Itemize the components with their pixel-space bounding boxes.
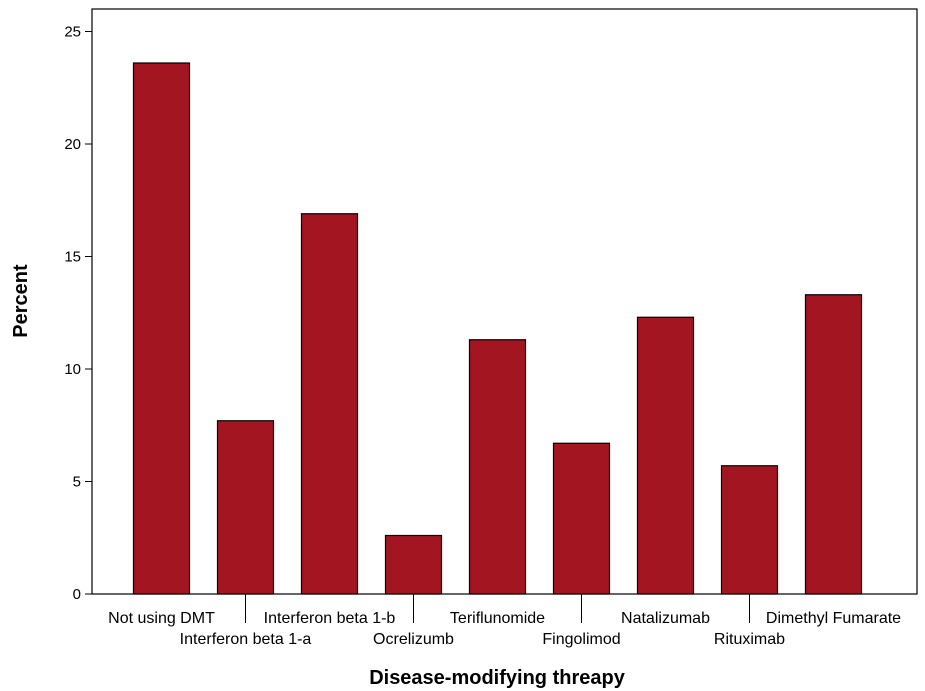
y-tick-label: 15 xyxy=(64,249,81,266)
bar xyxy=(552,442,611,595)
x-tick-label: Rituximab xyxy=(714,631,785,648)
bars-group xyxy=(132,62,863,595)
y-tick-label: 0 xyxy=(73,586,81,603)
bar xyxy=(384,534,443,595)
bar xyxy=(216,420,275,595)
x-tick-label: Not using DMT xyxy=(108,610,215,627)
x-tick-label: Natalizumab xyxy=(621,610,710,627)
y-tick-label: 5 xyxy=(73,474,81,491)
y-tick-label: 25 xyxy=(64,24,81,41)
y-tick-label: 10 xyxy=(64,361,81,378)
x-tick-label: Interferon beta 1-b xyxy=(264,610,396,627)
bar xyxy=(132,62,191,595)
y-axis: 0 5 10 15 20 25 xyxy=(64,24,92,603)
bar xyxy=(636,316,695,595)
bar xyxy=(468,339,527,595)
x-tick-label: Dimethyl Fumarate xyxy=(766,610,901,627)
x-tick-label: Fingolimod xyxy=(542,631,620,648)
bar xyxy=(804,294,863,595)
x-tick-label: Teriflunomide xyxy=(450,610,545,627)
y-axis-title: Percent xyxy=(10,264,32,338)
x-tick-label: Ocrelizumb xyxy=(373,631,454,648)
x-axis: Not using DMT Interferon beta 1-a Interfer… xyxy=(108,594,901,648)
x-axis-title: Disease-modifying threapy xyxy=(369,667,626,689)
x-tick-label: Interferon beta 1-a xyxy=(180,631,312,648)
bar xyxy=(300,213,359,595)
bar xyxy=(720,465,779,595)
y-tick-label: 20 xyxy=(64,136,81,153)
